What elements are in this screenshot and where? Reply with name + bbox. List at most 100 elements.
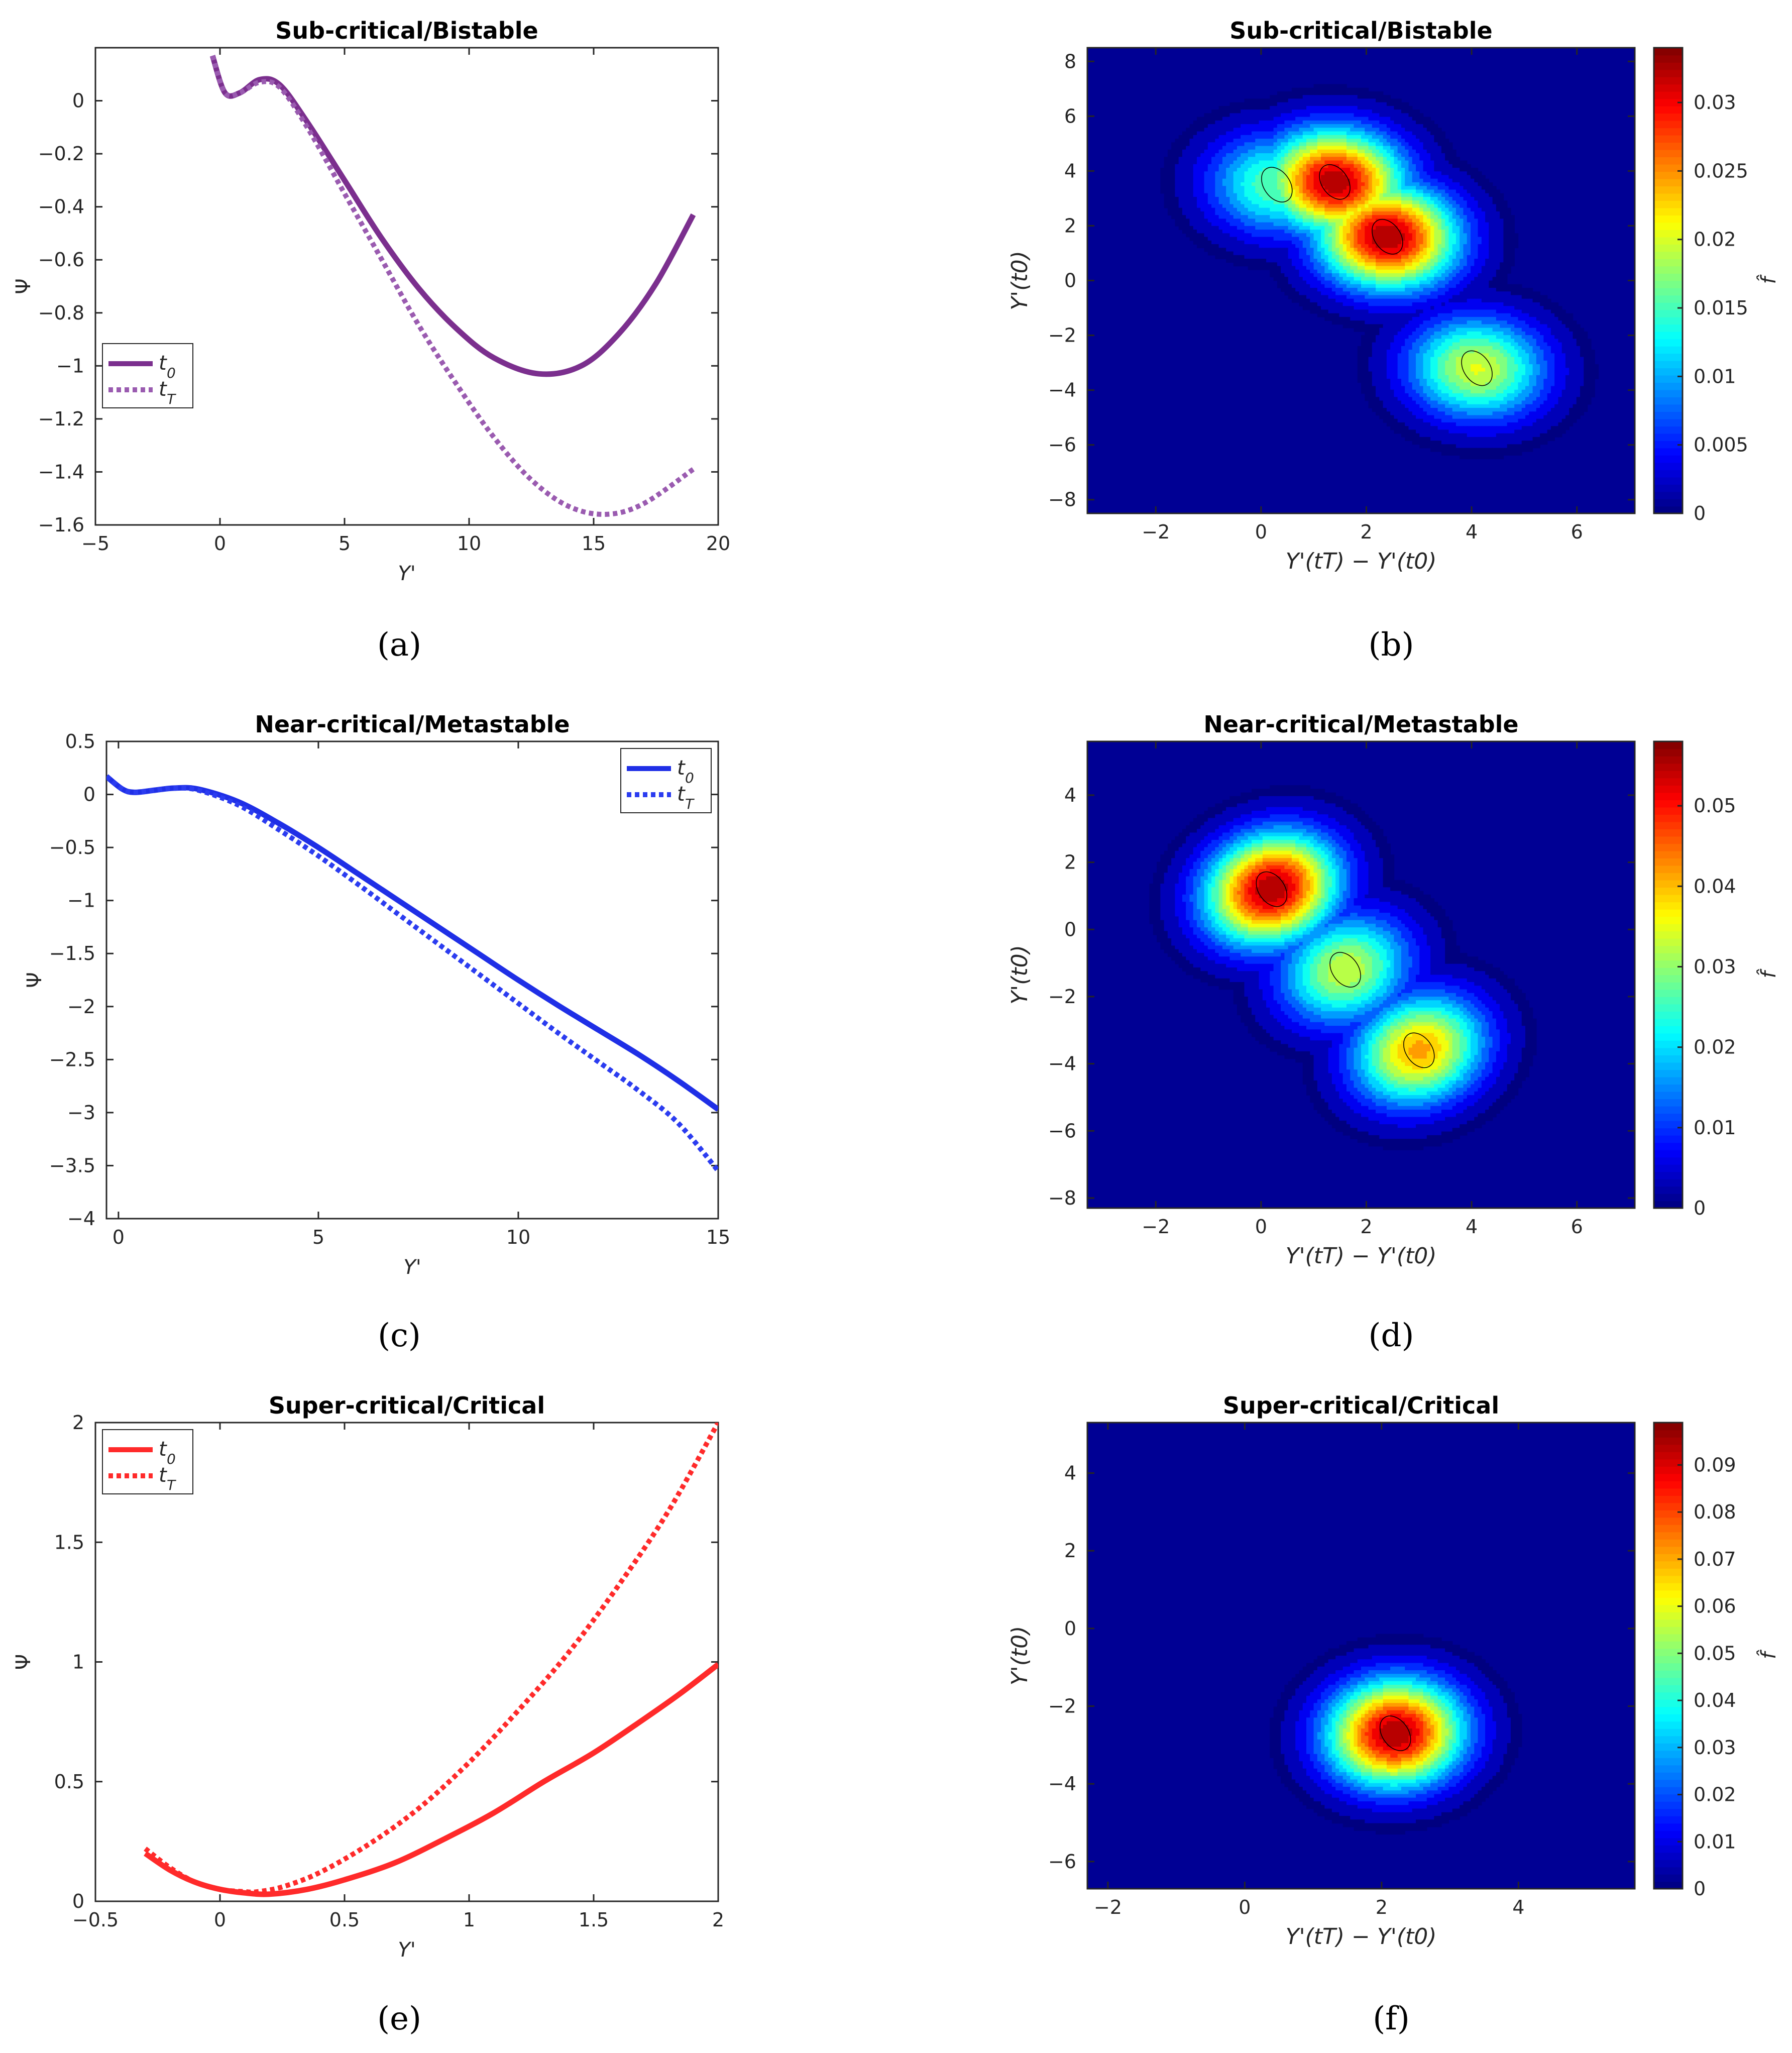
heatmap-cell (1521, 320, 1526, 325)
heatmap-cell (1281, 196, 1285, 201)
heatmap-cell (1357, 135, 1362, 139)
heatmap-cell (1485, 306, 1490, 310)
heatmap-cell (1419, 200, 1424, 205)
heatmap-cell (1412, 284, 1416, 288)
heatmap-cell (1416, 160, 1420, 165)
heatmap-cell (1379, 244, 1384, 249)
heatmap-cell (1321, 87, 1325, 92)
heatmap-cell (1339, 128, 1343, 132)
heatmap-cell (1310, 226, 1314, 230)
heatmap-cell (1204, 128, 1208, 132)
heatmap-cell (1306, 149, 1311, 154)
heatmap-cell (1496, 244, 1500, 249)
heatmap-cell (1430, 295, 1435, 299)
heatmap-cell (1255, 110, 1260, 114)
heatmap-cell (1313, 164, 1318, 168)
heatmap-cell (1510, 251, 1515, 256)
heatmap-cell (1346, 269, 1351, 274)
heatmap-cell (1211, 175, 1216, 179)
heatmap-cell (1324, 124, 1329, 129)
heatmap-cell (1460, 193, 1464, 197)
heatmap-cell (1339, 131, 1343, 136)
heatmap-cell (1281, 186, 1285, 190)
heatmap-cell (1241, 182, 1245, 187)
heatmap-cell (1361, 313, 1366, 317)
heatmap-cell (1423, 298, 1427, 303)
heatmap-cell (1273, 251, 1278, 256)
heatmap-cell (1331, 211, 1336, 215)
heatmap-cell (1211, 135, 1216, 139)
heatmap-cell (1204, 233, 1208, 238)
heatmap-cell (1215, 149, 1219, 154)
heatmap-cell (1204, 226, 1208, 230)
heatmap-cell (1288, 117, 1292, 121)
heatmap-cell (1361, 91, 1366, 95)
heatmap-cell (1295, 186, 1300, 190)
heatmap-cell (1226, 117, 1230, 121)
heatmap-cell (1478, 248, 1482, 252)
heatmap-cell (1252, 219, 1256, 223)
heatmap-cell (1460, 164, 1464, 168)
heatmap-cell (1284, 113, 1289, 118)
heatmap-cell (1167, 164, 1172, 168)
heatmap-cell (1186, 207, 1190, 212)
heatmap-cell (1434, 226, 1438, 230)
heatmap-cell (1288, 110, 1292, 114)
heatmap-cell (1489, 222, 1493, 227)
heatmap-cell (1383, 262, 1387, 267)
heatmap-cell (1412, 193, 1416, 197)
heatmap-cell (1426, 316, 1431, 321)
heatmap-cell (1335, 171, 1340, 176)
heatmap-cell (1496, 306, 1500, 310)
heatmap-cell (1262, 222, 1267, 227)
heatmap-cell (1328, 95, 1332, 99)
heatmap-cell (1390, 189, 1395, 194)
heatmap-cell (1262, 146, 1267, 150)
heatmap-cell (1500, 284, 1504, 288)
heatmap-cell (1423, 226, 1427, 230)
heatmap-cell (1412, 182, 1416, 187)
heatmap-cell (1408, 295, 1413, 299)
heatmap-cell (1503, 222, 1508, 227)
heatmap-cell (1335, 105, 1340, 110)
heatmap-cell (1302, 230, 1307, 234)
heatmap-cell (1379, 204, 1384, 208)
heatmap-cell (1401, 222, 1405, 227)
heatmap-cell (1233, 248, 1238, 252)
heatmap-cell (1186, 230, 1190, 234)
heatmap-cell (1339, 211, 1343, 215)
heatmap-cell (1386, 128, 1391, 132)
heatmap-cell (1339, 124, 1343, 129)
heatmap-cell (1510, 215, 1515, 220)
heatmap-cell (1324, 237, 1329, 241)
heatmap-cell (1467, 262, 1471, 267)
heatmap-cell (1222, 226, 1226, 230)
heatmap-cell (1270, 266, 1274, 270)
heatmap-cell (1284, 211, 1289, 215)
heatmap-cell (1365, 226, 1369, 230)
heatmap-cell (1397, 98, 1402, 103)
heatmap-cell (1383, 196, 1387, 201)
heatmap-cell (1229, 255, 1234, 259)
heatmap-cell (1416, 211, 1420, 215)
heatmap-cell (1365, 298, 1369, 303)
heatmap-cell (1331, 189, 1336, 194)
heatmap-cell (1255, 146, 1260, 150)
heatmap-cell (1178, 149, 1183, 154)
heatmap-cell (1471, 259, 1475, 263)
heatmap-cell (1295, 105, 1300, 110)
heatmap-cell (1441, 153, 1445, 158)
heatmap-cell (1266, 233, 1271, 238)
heatmap-cell (1383, 98, 1387, 103)
heatmap-cell (1266, 149, 1271, 154)
heatmap-cell (1218, 248, 1223, 252)
heatmap-cell (1419, 193, 1424, 197)
heatmap-cell (1313, 251, 1318, 256)
heatmap-cell (1218, 186, 1223, 190)
heatmap-cell (1441, 295, 1445, 299)
heatmap-cell (1379, 266, 1384, 270)
heatmap-cell (1302, 280, 1307, 285)
heatmap-cell (1405, 146, 1409, 150)
heatmap-cell (1500, 313, 1504, 317)
heatmap-cell (1291, 295, 1296, 299)
